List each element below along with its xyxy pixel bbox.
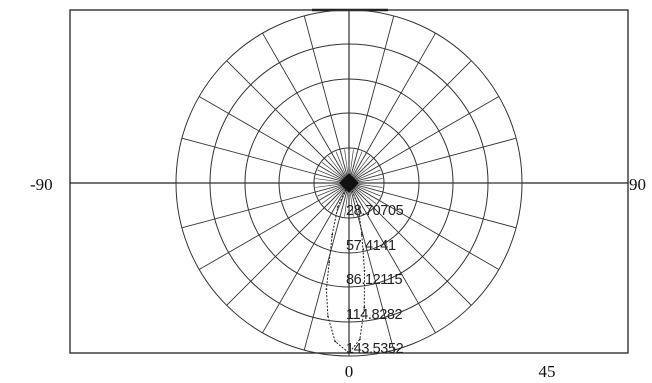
angle-label-0: 0 — [345, 362, 354, 381]
series-point-3 — [325, 288, 328, 290]
ring-label-1: 28.70705 — [346, 203, 404, 219]
series-point-8 — [363, 306, 366, 309]
ring-label-5: 143.5352 — [346, 341, 404, 357]
series-point-4 — [327, 315, 329, 318]
series-point-9 — [363, 269, 366, 272]
angle-label-neg90: -90 — [30, 175, 53, 194]
series-point-5 — [334, 340, 336, 343]
angle-label-90: 90 — [629, 175, 646, 194]
series-point-10 — [360, 233, 363, 236]
angle-label-45: 45 — [539, 362, 556, 381]
series-point-0 — [336, 206, 339, 208]
series-point-1 — [331, 233, 334, 236]
series-point-7 — [359, 338, 361, 341]
ring-label-3: 86.12115 — [346, 272, 403, 288]
series-point-11 — [357, 204, 359, 207]
series-curve-0 — [325, 181, 366, 354]
series-point-2 — [328, 261, 331, 264]
ring-label-4: 114.8282 — [346, 307, 403, 323]
ring-label-2: 57.4141 — [346, 238, 396, 254]
center-marker — [339, 173, 359, 193]
series-point-6 — [348, 352, 350, 354]
